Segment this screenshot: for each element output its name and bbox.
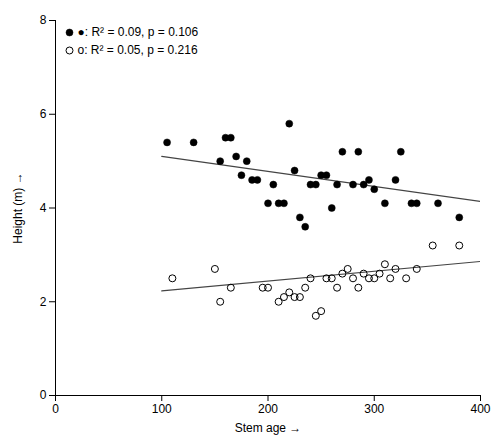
svg-text:Stem age →: Stem age → <box>235 421 302 435</box>
svg-text:200: 200 <box>258 402 278 416</box>
svg-text:8: 8 <box>40 13 47 27</box>
svg-text:300: 300 <box>364 402 384 416</box>
svg-text:400: 400 <box>470 402 490 416</box>
svg-text:Height (m) →: Height (m) → <box>11 172 25 243</box>
svg-text:●: R² = 0.09, p = 0.106: ●: R² = 0.09, p = 0.106 <box>78 25 199 39</box>
svg-text:0: 0 <box>52 402 59 416</box>
svg-text:0: 0 <box>40 388 47 402</box>
svg-text:100: 100 <box>152 402 172 416</box>
svg-text:4: 4 <box>40 201 47 215</box>
svg-text:o: R² = 0.05, p = 0.216: o: R² = 0.05, p = 0.216 <box>78 43 198 57</box>
svg-text:6: 6 <box>40 107 47 121</box>
svg-text:2: 2 <box>40 295 47 309</box>
